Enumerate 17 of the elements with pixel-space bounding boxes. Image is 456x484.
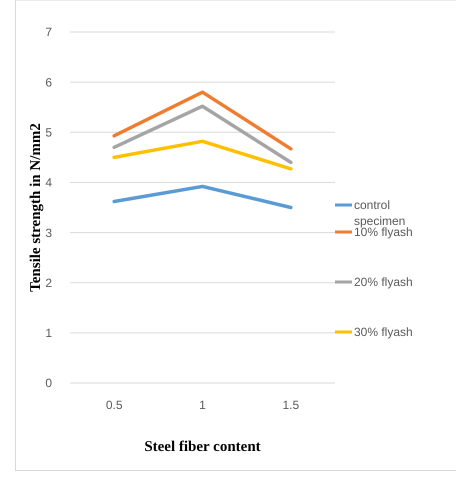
legend-label: control specimen xyxy=(354,198,406,228)
y-tick-label: 3 xyxy=(45,226,52,240)
y-tick-label: 0 xyxy=(45,376,52,390)
legend-label: 10% flyash xyxy=(354,225,413,240)
x-tick-label: 0.5 xyxy=(106,398,123,412)
legend-label: 30% flyash xyxy=(354,325,413,340)
x-tick-label: 1.5 xyxy=(282,398,300,412)
legend-label: 20% flyash xyxy=(354,275,413,290)
x-tick-label: 1 xyxy=(199,398,206,412)
y-tick-label: 7 xyxy=(45,25,52,40)
y-axis-title: Tensile strength in N/mm2 xyxy=(28,123,44,292)
x-axis-title: Steel fiber content xyxy=(144,439,261,455)
y-tick-label: 6 xyxy=(45,75,52,90)
y-tick-label: 5 xyxy=(45,125,52,140)
y-tick-label: 4 xyxy=(45,176,52,190)
y-tick-label: 1 xyxy=(45,326,52,340)
y-tick-label: 2 xyxy=(45,276,52,290)
